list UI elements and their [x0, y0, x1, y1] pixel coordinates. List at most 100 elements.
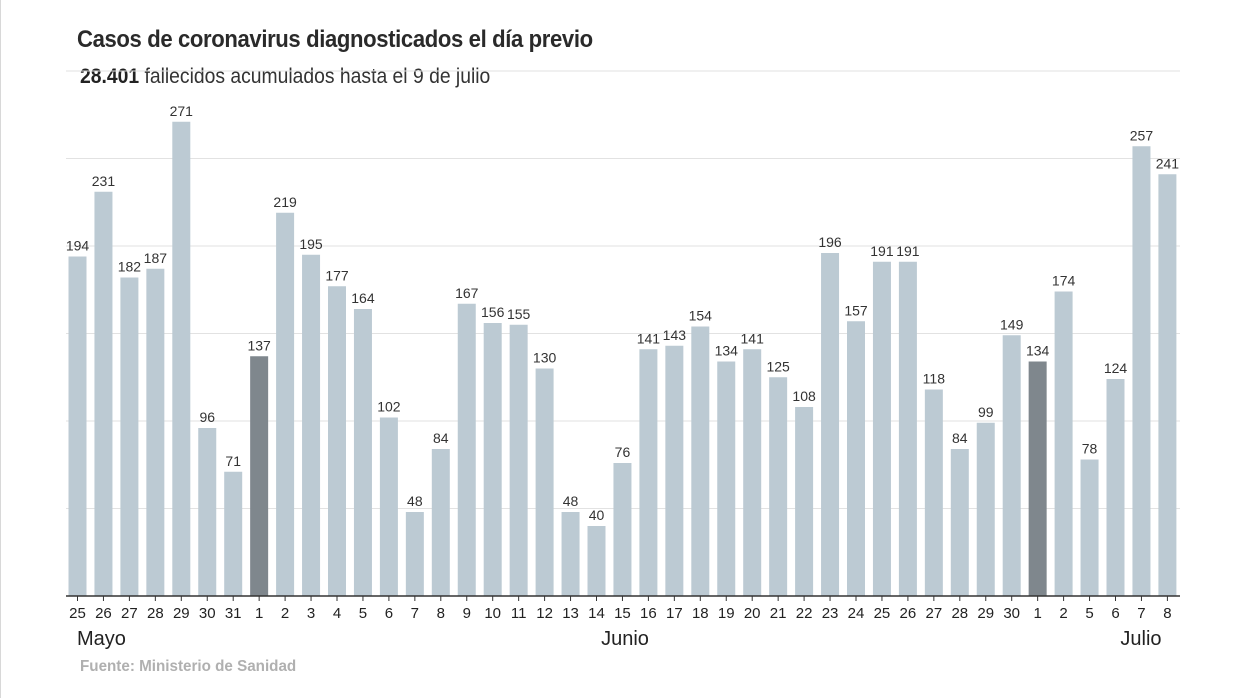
tick-label: 30 [199, 605, 216, 622]
tick-label: 28 [147, 605, 164, 622]
bar [769, 377, 788, 596]
tick-label: 25 [69, 605, 86, 622]
data-label: 102 [377, 399, 401, 415]
data-label: 174 [1052, 273, 1076, 289]
tick-label: 6 [385, 605, 393, 622]
bar [665, 345, 684, 596]
bar [1028, 361, 1047, 596]
data-label: 154 [689, 308, 713, 324]
bar [587, 526, 606, 596]
month-label: Junio [601, 628, 649, 650]
data-label: 134 [715, 343, 739, 359]
tick-label: 19 [718, 605, 735, 622]
bar [146, 268, 165, 596]
tick-label: 16 [640, 605, 657, 622]
tick-label: 18 [692, 605, 709, 622]
tick-label: 31 [225, 605, 242, 622]
data-label: 195 [299, 236, 323, 252]
data-label: 84 [952, 430, 968, 446]
bar [743, 349, 762, 596]
data-label: 191 [870, 243, 894, 259]
bar [120, 277, 139, 596]
data-label: 231 [92, 173, 116, 189]
frame-border [0, 0, 1, 698]
data-label: 155 [507, 306, 531, 322]
data-label: 141 [741, 330, 765, 346]
tick-label: 8 [437, 605, 445, 622]
bar [1054, 291, 1073, 596]
bar [224, 471, 243, 596]
tick-label: 25 [874, 605, 891, 622]
grid-lines [66, 70, 1180, 509]
data-label: 48 [407, 493, 423, 509]
tick-label: 8 [1163, 605, 1171, 622]
data-label: 118 [923, 371, 946, 387]
bar [1132, 146, 1151, 596]
tick-label: 23 [822, 605, 839, 622]
tick-label: 12 [536, 605, 553, 622]
tick-label: 13 [562, 605, 579, 622]
bar [483, 323, 502, 596]
bar [898, 261, 917, 596]
tick-label: 11 [511, 605, 527, 622]
data-label: 257 [1130, 127, 1154, 143]
tick-label: 2 [1059, 605, 1067, 622]
tick-label: 2 [281, 605, 289, 622]
bar [353, 309, 372, 596]
bar [847, 321, 865, 596]
bar [872, 261, 891, 596]
data-label: 157 [844, 302, 868, 318]
bar [821, 253, 840, 596]
data-label: 130 [533, 350, 557, 366]
tick-label: 26 [900, 605, 917, 622]
bar [94, 191, 113, 596]
data-label: 182 [118, 259, 142, 275]
tick-label: 29 [977, 605, 994, 622]
bar [950, 449, 969, 596]
tick-label: 7 [1137, 605, 1145, 622]
tick-label: 1 [1033, 605, 1041, 622]
bar [924, 389, 943, 596]
bar [302, 254, 321, 596]
data-label: 141 [637, 330, 661, 346]
bars [68, 121, 1177, 596]
data-label: 125 [766, 358, 790, 374]
data-label: 48 [563, 493, 579, 509]
tick-label: 20 [744, 605, 761, 622]
tick-label: 24 [848, 605, 865, 622]
tick-label: 7 [411, 605, 419, 622]
data-label: 124 [1104, 360, 1128, 376]
data-label: 99 [978, 404, 994, 420]
month-label: Julio [1120, 628, 1161, 650]
bar [691, 326, 710, 596]
bar [639, 349, 658, 596]
bar [535, 368, 554, 596]
bar [431, 449, 450, 596]
data-label: 271 [170, 103, 194, 119]
tick-label: 10 [484, 605, 501, 622]
bar [1106, 379, 1125, 596]
bar [795, 407, 814, 596]
bar [1002, 335, 1021, 596]
bar [276, 212, 295, 596]
data-label: 84 [433, 430, 449, 446]
tick-label: 27 [926, 605, 943, 622]
data-label: 71 [225, 453, 241, 469]
data-label: 219 [273, 194, 297, 210]
bar [198, 428, 217, 596]
data-label: 187 [144, 250, 168, 266]
tick-label: 27 [121, 605, 138, 622]
tick-label: 29 [173, 605, 190, 622]
tick-label: 17 [666, 605, 683, 622]
bar [1080, 459, 1099, 596]
chart-title: Casos de coronavirus diagnosticados el d… [77, 26, 593, 53]
data-label: 108 [792, 388, 816, 404]
data-label: 96 [199, 409, 215, 425]
data-label: 177 [325, 267, 349, 283]
tick-label: 6 [1111, 605, 1119, 622]
bar [509, 324, 528, 596]
tick-label: 26 [95, 605, 112, 622]
data-label: 156 [481, 304, 505, 320]
tick-label: 5 [359, 605, 367, 622]
